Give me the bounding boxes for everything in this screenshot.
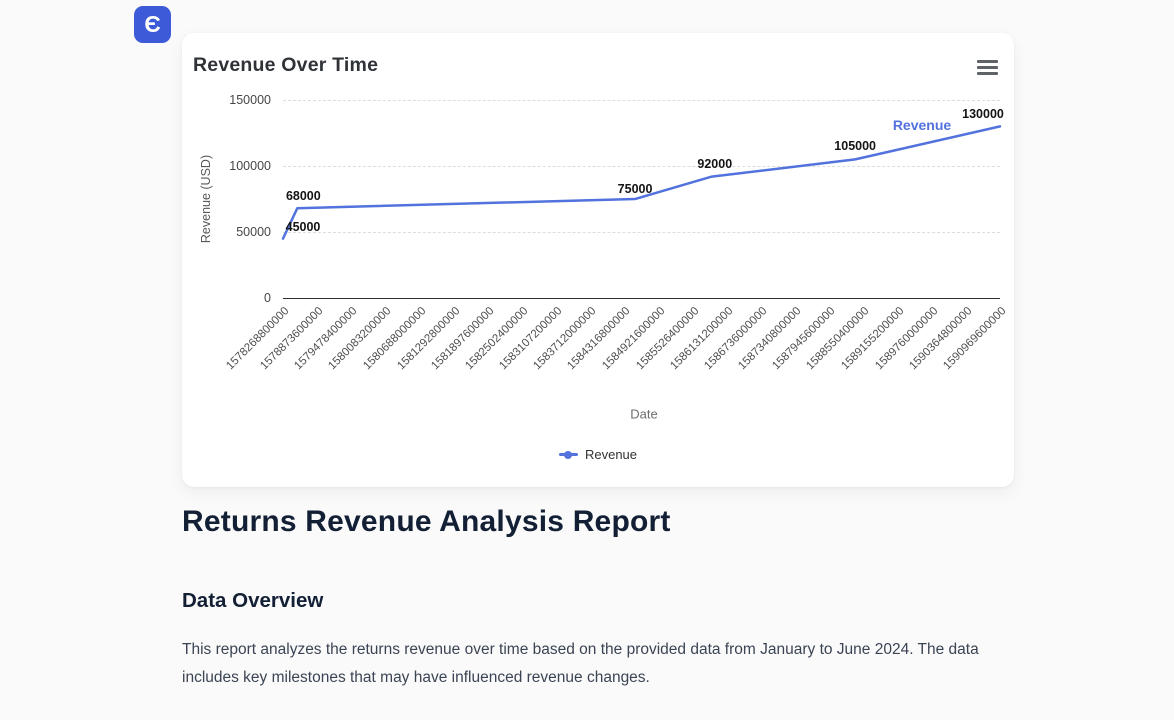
legend-label: Revenue [584, 447, 638, 462]
x-tick-label: 1590969600000 [941, 305, 1009, 373]
gridline [283, 166, 1000, 167]
x-tick-label: 1586131200000 [668, 305, 736, 373]
gridline [283, 232, 1000, 233]
x-axis-title: Date [630, 406, 658, 422]
x-tick-label: 1585526400000 [633, 305, 702, 373]
report-paragraph: This report analyzes the returns revenue… [182, 641, 979, 686]
x-tick-label: 1581292800000 [394, 305, 463, 373]
x-tick-label: 1589155200000 [838, 305, 907, 373]
report-section: Returns Revenue Analysis Report Data Ove… [182, 505, 1018, 691]
y-tick-label: 50000 [236, 225, 271, 239]
series-end-label: Revenue [892, 117, 952, 133]
y-tick-label: 100000 [229, 159, 271, 173]
chart-title: Revenue Over Time [193, 54, 379, 76]
chart-plot-area[interactable]: Revenue (USD) Date Revenue 0 50000 100000 1… [182, 33, 1014, 487]
x-tick-label: 1580083200000 [326, 305, 394, 373]
revenue-chart-card: Revenue Over Time Revenue (USD) Date Rev… [182, 33, 1014, 487]
data-label: 68000 [285, 189, 321, 204]
data-label: 75000 [617, 182, 653, 196]
x-axis-line [283, 298, 1000, 299]
x-tick-label: 1587945600000 [770, 305, 838, 373]
report-title: Returns Revenue Analysis Report [182, 505, 671, 538]
report-section-heading: Data Overview [182, 589, 324, 612]
legend-item-revenue[interactable]: Revenue [182, 447, 1014, 462]
data-label: 105000 [834, 139, 877, 154]
y-tick-label: 150000 [229, 93, 271, 107]
x-tick-label: 1588550400000 [804, 305, 872, 373]
app-logo[interactable]: Є [134, 6, 171, 43]
x-tick-label: 1580688000000 [360, 305, 429, 373]
x-tick-label: 1583712000000 [531, 305, 599, 373]
x-tick-label: 1582502400000 [463, 305, 531, 373]
data-label: 45000 [285, 219, 321, 234]
y-tick-label: 0 [264, 291, 271, 305]
x-tick-label: 1589760000000 [872, 305, 941, 373]
data-label: 92000 [697, 156, 733, 171]
hamburger-menu-icon[interactable] [977, 60, 998, 75]
x-tick-label: 1586736000000 [702, 305, 770, 373]
x-tick-label: 1579478400000 [292, 305, 360, 373]
legend-line-dot-icon [558, 450, 578, 459]
data-label: 130000 [962, 107, 1004, 122]
x-tick-label: 1578268800000 [224, 305, 292, 373]
x-tick-label: 1590364800000 [907, 305, 975, 373]
x-tick-label: 1584921600000 [599, 305, 668, 373]
x-tick-label: 1584316800000 [565, 305, 633, 373]
x-tick-label: 1581897600000 [429, 305, 497, 373]
gridline [283, 100, 1000, 101]
